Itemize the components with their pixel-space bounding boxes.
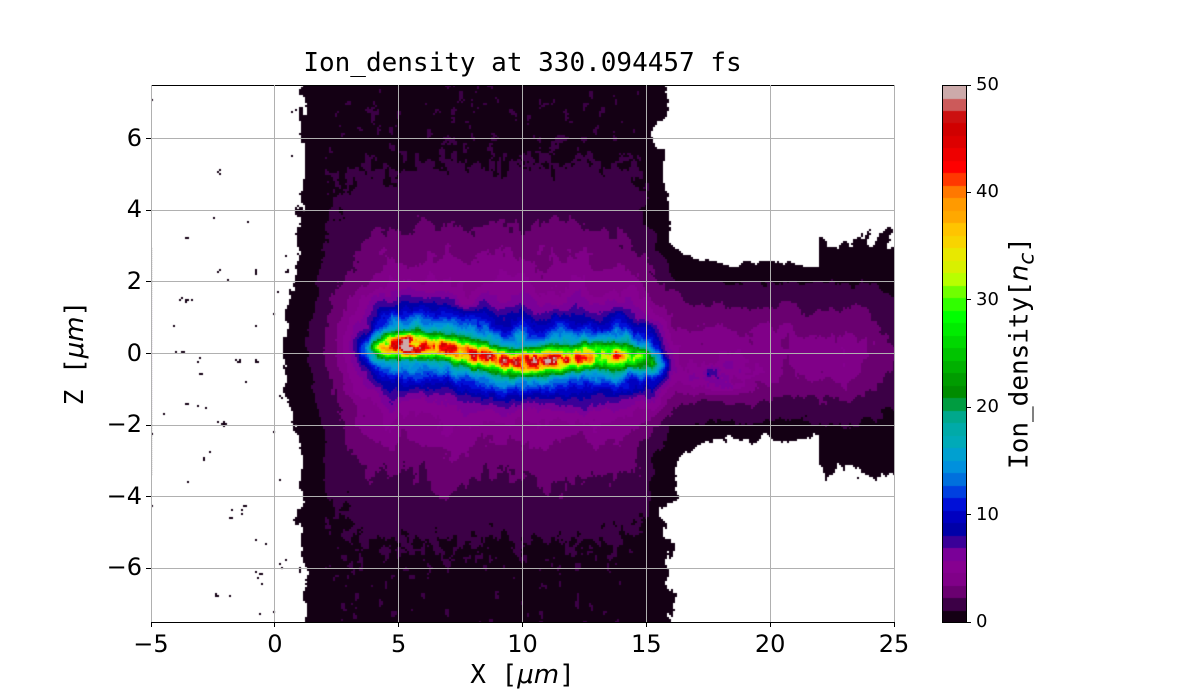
colorbar-tick-label: 0 — [976, 611, 988, 632]
y-tick — [146, 567, 151, 569]
y-label-close: ] — [60, 300, 90, 317]
colorbar-tick — [966, 406, 971, 408]
x-label-close: ] — [559, 660, 575, 690]
x-label-text: X [ — [470, 660, 518, 690]
x-tick-label: 0 — [267, 630, 283, 658]
colorbar-label-sub: c — [1014, 252, 1040, 265]
colorbar-tick-label: 10 — [976, 503, 999, 525]
colorbar-tick — [966, 191, 971, 193]
y-gridline — [151, 424, 894, 426]
colorbar-tick — [966, 514, 971, 516]
x-tick — [769, 622, 771, 627]
x-axis-label: X [μm] — [151, 660, 894, 690]
y-tick — [146, 281, 151, 283]
x-tick-label: 15 — [631, 630, 662, 658]
y-tick — [146, 209, 151, 211]
colorbar-tick-label: 50 — [976, 74, 999, 95]
x-label-unit: μm — [517, 660, 560, 690]
y-tick-label: −6 — [106, 553, 142, 582]
y-tick — [146, 138, 151, 140]
colorbar-label-close: ] — [1004, 237, 1035, 253]
colorbar-tick-label: 40 — [976, 181, 999, 203]
y-gridline — [151, 567, 894, 569]
y-tick-label: 0 — [126, 338, 142, 367]
colorbar-label-var: n — [1004, 264, 1035, 282]
colorbar-frame — [942, 85, 967, 623]
y-tick-label: −2 — [106, 410, 142, 439]
chart-title: Ion_density at 330.094457 fs — [303, 48, 742, 78]
x-tick-label: 5 — [391, 630, 407, 658]
y-tick — [146, 353, 151, 354]
y-gridline — [151, 209, 894, 211]
x-tick-label: −5 — [133, 630, 169, 658]
colorbar-tick-label: 30 — [976, 288, 999, 310]
y-tick — [146, 424, 151, 426]
y-gridline — [151, 353, 894, 354]
colorbar-label-text: Ion_density[ — [1004, 281, 1035, 469]
colorbar-tick — [966, 84, 971, 86]
y-tick-label: 6 — [126, 123, 142, 152]
colorbar-tick — [966, 621, 971, 623]
x-tick — [150, 622, 152, 627]
y-tick-label: 4 — [126, 195, 142, 224]
x-tick-label: 10 — [507, 630, 538, 658]
colorbar — [942, 85, 966, 622]
y-tick-label: 2 — [126, 266, 142, 295]
x-tick-label: 20 — [754, 630, 786, 658]
x-tick — [274, 622, 276, 627]
y-gridline — [151, 138, 894, 140]
x-tick — [893, 622, 895, 627]
x-tick — [522, 622, 523, 627]
x-gridline — [893, 85, 895, 622]
x-tick-label: 25 — [878, 630, 910, 658]
y-gridline — [151, 281, 894, 283]
y-tick — [146, 496, 151, 498]
y-gridline — [151, 496, 894, 498]
colorbar-tick-label: 20 — [976, 396, 999, 418]
y-tick-label: −4 — [106, 481, 142, 510]
colorbar-label: Ion_density[nc] — [1004, 237, 1039, 469]
x-tick — [645, 622, 647, 627]
colorbar-tick — [966, 299, 971, 301]
x-tick — [398, 622, 400, 627]
